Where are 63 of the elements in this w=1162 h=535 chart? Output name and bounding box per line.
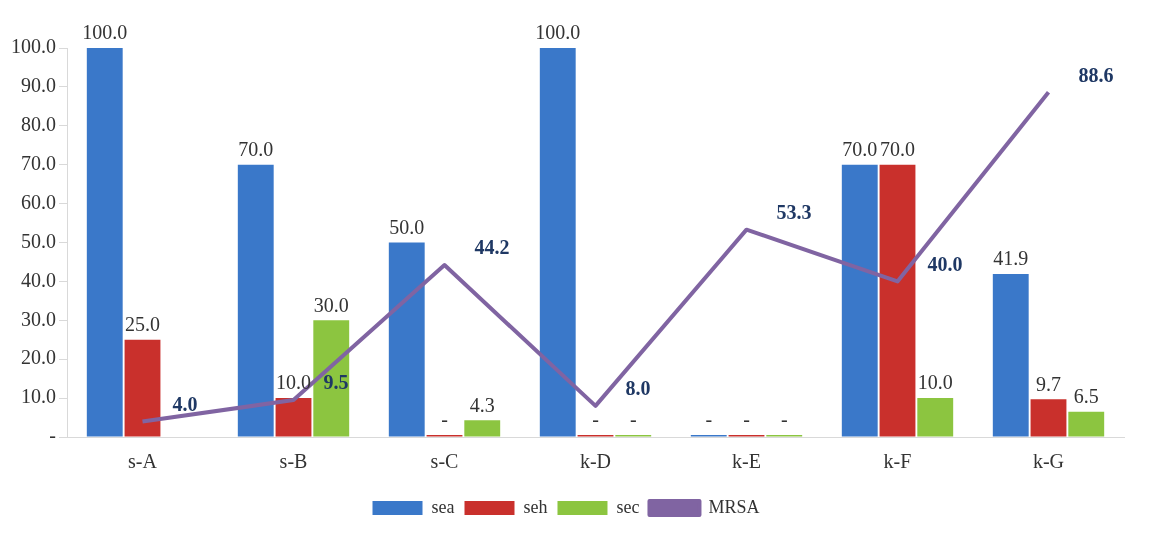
x-tick-label: k-E (732, 450, 761, 473)
x-tick-label: s-C (430, 450, 459, 473)
data-label: 40.0 (927, 252, 963, 275)
data-label: 6.5 (1073, 384, 1099, 407)
bar (841, 164, 878, 437)
y-tick-label: 50.0 (21, 229, 56, 252)
y-tick-label: 100.0 (11, 35, 56, 58)
bar (464, 420, 501, 437)
data-label: 25.0 (125, 313, 160, 335)
y-tick-label: 90.0 (21, 74, 56, 97)
data-label: 41.9 (993, 247, 1029, 270)
data-label: - (629, 408, 637, 431)
bar (992, 274, 1029, 437)
data-label: 100.0 (82, 21, 128, 44)
x-tick-label: k-D (579, 450, 612, 473)
y-tick-label: 80.0 (21, 113, 56, 136)
data-label: 70.0 (238, 137, 274, 160)
legend-label: MRSA (708, 496, 760, 517)
data-label: 4.3 (469, 393, 495, 416)
legend-label: seh (523, 496, 548, 517)
data-label: - (705, 408, 713, 431)
bar (275, 398, 312, 437)
legend-label: sea (431, 496, 455, 517)
data-label: 53.3 (776, 200, 812, 223)
data-label: 9.5 (323, 371, 349, 394)
data-label: 8.0 (625, 377, 651, 400)
y-tick-label: 40.0 (21, 268, 56, 291)
y-tick-label: 60.0 (21, 190, 56, 213)
bar (388, 242, 425, 437)
data-label: 10.0 (917, 371, 953, 394)
legend-label: sec (616, 496, 640, 517)
y-tick-label: 20.0 (21, 346, 56, 369)
data-label: 88.6 (1078, 63, 1114, 86)
data-label: - (743, 408, 750, 431)
x-tick-label: s-B (279, 450, 308, 473)
data-label: 44.2 (474, 236, 510, 259)
x-tick-label: k-G (1032, 450, 1065, 473)
data-label: - (441, 408, 448, 431)
data-label: 50.0 (389, 215, 425, 238)
bar (86, 48, 123, 437)
bar (313, 320, 350, 437)
bar (539, 48, 576, 437)
data-label: 9.7 (1036, 372, 1061, 395)
bar (124, 339, 161, 437)
data-label: - (780, 408, 788, 431)
bar (1030, 399, 1067, 437)
bar (1068, 411, 1105, 437)
y-tick-label: 10.0 (21, 385, 56, 408)
y-tick-label: 30.0 (21, 307, 56, 330)
data-label: 70.0 (842, 137, 878, 160)
data-label: - (592, 408, 599, 431)
bar (879, 164, 916, 437)
y-tick-label: 70.0 (21, 151, 56, 174)
bar (917, 398, 954, 437)
bar (237, 164, 274, 437)
x-tick-label: s-A (128, 450, 158, 473)
data-label: 100.0 (535, 21, 581, 44)
data-label: 10.0 (276, 371, 311, 394)
data-label: 4.0 (172, 392, 198, 415)
data-label: 70.0 (880, 137, 915, 160)
data-label: 30.0 (313, 293, 349, 316)
y-tick-label: - (49, 424, 56, 447)
x-tick-label: k-F (883, 450, 912, 473)
